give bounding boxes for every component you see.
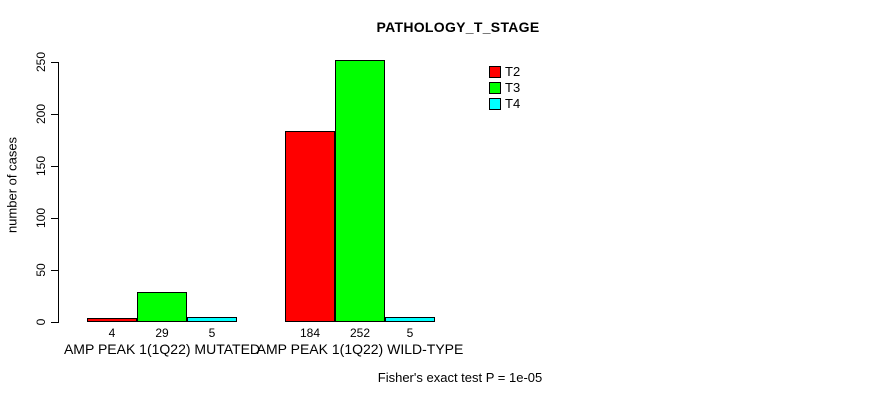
- y-axis-line: [58, 62, 59, 323]
- y-axis-tick-label: 0: [34, 318, 48, 326]
- legend-item: T3: [489, 80, 520, 96]
- bar-value-label: 5: [406, 326, 414, 340]
- bar-value-label: 184: [299, 326, 321, 340]
- bar-t2: [285, 131, 335, 322]
- y-axis-tick-label: 200: [34, 103, 48, 125]
- y-axis-tick: [51, 62, 58, 63]
- bar-t3: [335, 60, 385, 322]
- chart-title: PATHOLOGY_T_STAGE: [376, 19, 540, 35]
- legend-swatch: [489, 98, 501, 110]
- category-label: AMP PEAK 1(1Q22) WILD-TYPE: [256, 341, 464, 357]
- fisher-test-annotation: Fisher's exact test P = 1e-05: [377, 370, 543, 385]
- legend-label: T2: [505, 64, 521, 79]
- y-axis-tick: [51, 322, 58, 323]
- y-axis-tick: [51, 114, 58, 115]
- y-axis-tick: [51, 218, 58, 219]
- bar-t2: [87, 318, 137, 322]
- legend: T2 T3 T4: [489, 64, 520, 112]
- y-axis-tick-label: 150: [34, 155, 48, 177]
- legend-swatch: [489, 66, 501, 78]
- bar-t4: [385, 317, 435, 322]
- y-axis-tick-label: 100: [34, 207, 48, 229]
- y-axis-tick-label: 50: [34, 263, 48, 277]
- y-axis-tick: [51, 166, 58, 167]
- bar-t3: [137, 292, 187, 322]
- bar-value-label: 252: [349, 326, 371, 340]
- legend-label: T3: [505, 80, 521, 95]
- legend-swatch: [489, 82, 501, 94]
- legend-item: T2: [489, 64, 520, 80]
- y-axis-tick-label: 250: [34, 51, 48, 73]
- bar-value-label: 5: [208, 326, 216, 340]
- y-axis-tick: [51, 270, 58, 271]
- category-label: AMP PEAK 1(1Q22) MUTATED: [63, 341, 261, 357]
- legend-label: T4: [505, 96, 521, 111]
- legend-item: T4: [489, 96, 520, 112]
- bar-t4: [187, 317, 237, 322]
- bar-value-label: 4: [108, 326, 116, 340]
- bar-value-label: 29: [155, 326, 169, 340]
